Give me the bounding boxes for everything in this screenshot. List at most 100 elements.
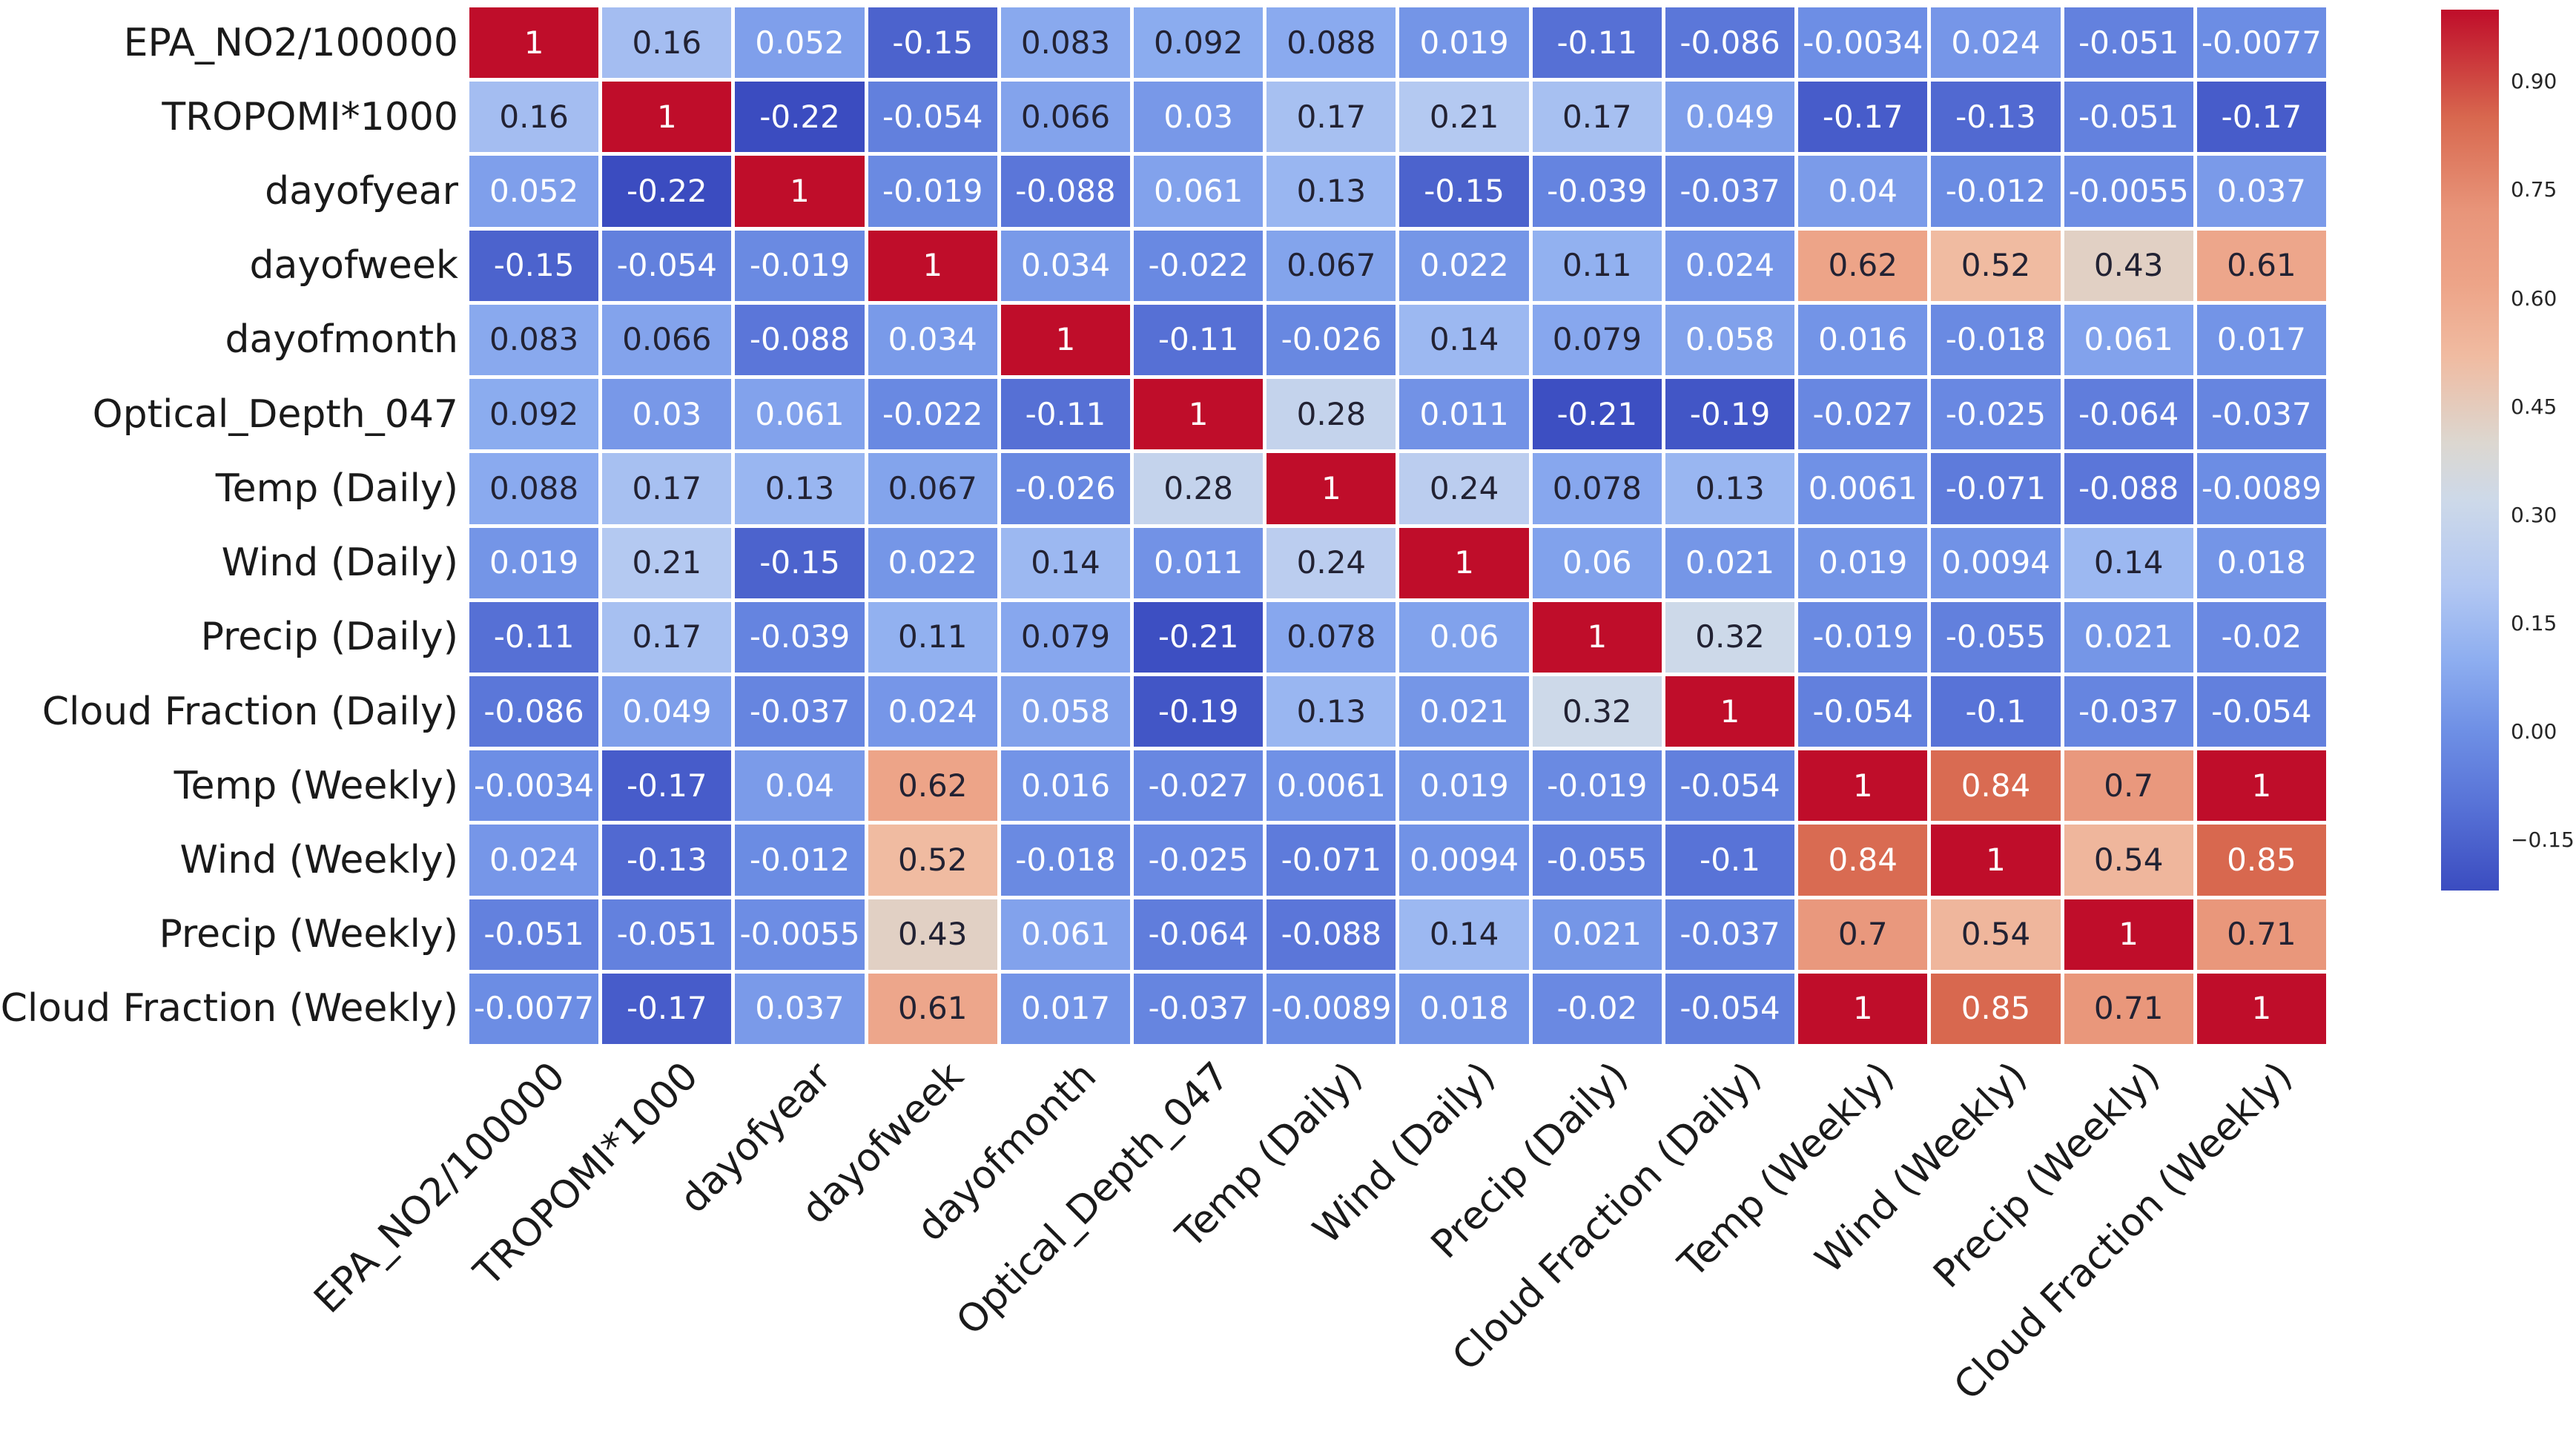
heatmap-cell: -0.037 (735, 675, 865, 747)
heatmap-cell: -0.019 (868, 156, 997, 227)
heatmap-cell: 0.84 (1798, 825, 1928, 896)
heatmap-cell: -0.026 (1000, 453, 1131, 524)
heatmap-cell: 0.43 (2064, 230, 2193, 301)
heatmap-cell: 0.052 (735, 7, 865, 79)
heatmap-cell: 0.021 (1399, 675, 1529, 747)
y-tick-label: Precip (Weekly) (159, 912, 458, 957)
heatmap-cell: -0.064 (1134, 899, 1264, 970)
heatmap-cell: -0.15 (735, 527, 865, 598)
heatmap-cell: -0.018 (1000, 825, 1131, 896)
heatmap-cell: 0.11 (1532, 230, 1662, 301)
heatmap-cell: -0.0089 (1266, 973, 1396, 1044)
y-tick-label: TROPOMI*1000 (162, 94, 458, 139)
heatmap-cell: 0.034 (868, 304, 997, 376)
heatmap-cell: 0.049 (602, 675, 732, 747)
heatmap-cell: 0.078 (1266, 601, 1396, 673)
heatmap-cell: -0.022 (1134, 230, 1264, 301)
colorbar-tick-label: 0.15 (2511, 610, 2557, 635)
colorbar (2441, 10, 2499, 891)
heatmap-cell: 0.62 (868, 750, 997, 822)
y-tick-label: Wind (Weekly) (179, 837, 458, 882)
heatmap-cell: 0.083 (1000, 7, 1131, 79)
heatmap-cell: -0.088 (1266, 899, 1396, 970)
heatmap-cell: 0.06 (1399, 601, 1529, 673)
heatmap-cell: 0.021 (2064, 601, 2193, 673)
heatmap-cell: 0.7 (2064, 750, 2193, 822)
heatmap-cell: 0.7 (1798, 899, 1928, 970)
heatmap-cell: 0.54 (2064, 825, 2193, 896)
heatmap-cell: 0.021 (1532, 899, 1662, 970)
heatmap-grid: 1 0.16 0.052 -0.15 0.083 0.092 0.088 0.019 -0.11… (469, 7, 2326, 1044)
heatmap-cell: 1 (2064, 899, 2193, 970)
heatmap-cell: 0.52 (868, 825, 997, 896)
y-tick-label: dayofmonth (225, 317, 458, 363)
heatmap-cell: -0.019 (735, 230, 865, 301)
x-tick-label: TROPOMI*1000 (465, 1054, 707, 1295)
heatmap-cell: -0.15 (868, 7, 997, 79)
heatmap-cell: 0.037 (735, 973, 865, 1044)
heatmap-cell: -0.012 (1931, 156, 2061, 227)
heatmap-cell: 0.019 (1399, 7, 1529, 79)
heatmap-cell: 0.16 (469, 82, 599, 153)
heatmap-cell: 0.024 (1665, 230, 1795, 301)
heatmap-cell: 0.034 (1000, 230, 1131, 301)
heatmap-cell: -0.19 (1134, 675, 1264, 747)
heatmap-cell: 0.06 (1532, 527, 1662, 598)
heatmap-cell: -0.17 (602, 750, 732, 822)
heatmap-cell: 0.54 (1931, 899, 2061, 970)
heatmap-cell: -0.086 (1665, 7, 1795, 79)
heatmap-cell: -0.17 (2196, 82, 2326, 153)
heatmap-cell: -0.054 (2196, 675, 2326, 747)
heatmap-cell: 0.14 (1000, 527, 1131, 598)
heatmap-cell: 0.62 (1798, 230, 1928, 301)
heatmap-cell: 0.04 (1798, 156, 1928, 227)
heatmap-cell: 0.17 (602, 453, 732, 524)
heatmap-cell: -0.071 (1266, 825, 1396, 896)
heatmap-cell: 0.28 (1134, 453, 1264, 524)
heatmap-cell: -0.027 (1134, 750, 1264, 822)
heatmap-cell: -0.027 (1798, 379, 1928, 450)
colorbar-tick-label: 0.75 (2511, 177, 2557, 202)
heatmap-cell: 0.083 (469, 304, 599, 376)
heatmap-cell: -0.0034 (469, 750, 599, 822)
heatmap-cell: 1 (1798, 973, 1928, 1044)
heatmap-cell: 0.21 (1399, 82, 1529, 153)
heatmap-cell: -0.11 (469, 601, 599, 673)
heatmap-cell: 0.058 (1000, 675, 1131, 747)
heatmap-cell: 0.049 (1665, 82, 1795, 153)
heatmap-cell: -0.0089 (2196, 453, 2326, 524)
heatmap-cell: -0.037 (1665, 156, 1795, 227)
heatmap-cell: 0.022 (1399, 230, 1529, 301)
heatmap-cell: 1 (1532, 601, 1662, 673)
heatmap-cell: 0.011 (1134, 527, 1264, 598)
heatmap-cell: 1 (2196, 973, 2326, 1044)
heatmap-cell: -0.1 (1665, 825, 1795, 896)
heatmap-cell: -0.15 (469, 230, 599, 301)
heatmap-cell: 0.016 (1798, 304, 1928, 376)
heatmap-cell: 0.13 (735, 453, 865, 524)
heatmap-cell: -0.064 (2064, 379, 2193, 450)
heatmap-cell: -0.051 (602, 899, 732, 970)
heatmap-cell: -0.19 (1665, 379, 1795, 450)
heatmap-cell: 0.011 (1399, 379, 1529, 450)
heatmap-cell: 0.067 (1266, 230, 1396, 301)
heatmap-cell: -0.0077 (469, 973, 599, 1044)
heatmap-cell: 0.0061 (1266, 750, 1396, 822)
y-tick-label: Wind (Daily) (221, 541, 458, 586)
heatmap-cell: -0.11 (1000, 379, 1131, 450)
heatmap-cell: 0.13 (1266, 156, 1396, 227)
heatmap-cell: -0.054 (1665, 750, 1795, 822)
heatmap-cell: -0.051 (469, 899, 599, 970)
heatmap-cell: 0.016 (1000, 750, 1131, 822)
heatmap-cell: -0.054 (1665, 973, 1795, 1044)
heatmap-cell: 0.066 (602, 304, 732, 376)
heatmap-cell: 0.052 (469, 156, 599, 227)
heatmap-cell: -0.037 (1134, 973, 1264, 1044)
heatmap-cell: 0.079 (1532, 304, 1662, 376)
heatmap-cell: 0.088 (1266, 7, 1396, 79)
heatmap-cell: 0.13 (1665, 453, 1795, 524)
heatmap-cell: 0.037 (2196, 156, 2326, 227)
heatmap-cell: 0.024 (1931, 7, 2061, 79)
heatmap-cell: -0.019 (1798, 601, 1928, 673)
